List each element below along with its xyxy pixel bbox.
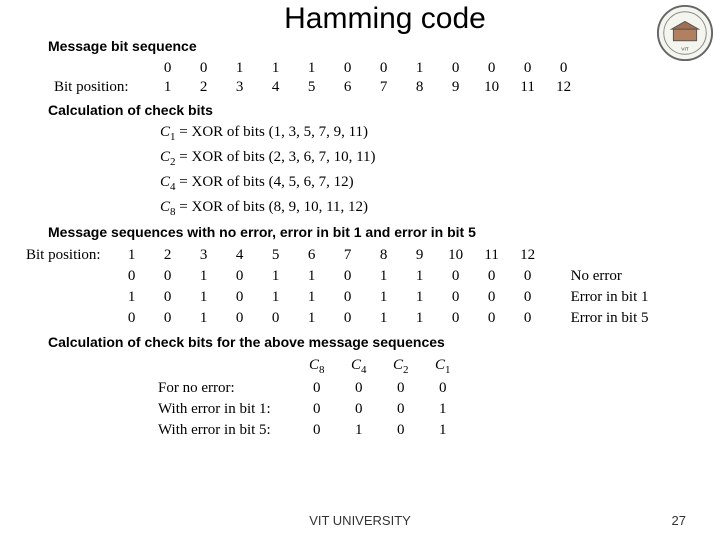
table-row: For no error: 0000 xyxy=(152,379,463,398)
label-msg-bits: Message bit sequence xyxy=(48,38,690,54)
table-row: With error in bit 1: 0001 xyxy=(152,400,463,419)
bit-position-label: Bit position: xyxy=(50,79,149,96)
bit-position-label-2: Bit position: xyxy=(22,246,113,265)
slide-title: Hamming code xyxy=(80,2,690,36)
page-number: 27 xyxy=(672,513,686,528)
university-logo: VIT xyxy=(656,4,714,62)
check-bit-formulas: C1 = XOR of bits (1, 3, 5, 7, 9, 11) C2 … xyxy=(160,124,690,218)
table-row: 001 011 011 000 No error xyxy=(22,267,653,286)
label-calc2: Calculation of check bits for the above … xyxy=(48,334,690,350)
svg-text:VIT: VIT xyxy=(681,46,689,52)
table-row: 101 011 011 000 Error in bit 1 xyxy=(22,288,653,307)
bit-sequence-table: 001 110 010 000 Bit position: 123 456 78… xyxy=(48,58,583,98)
table-row: With error in bit 5: 0101 xyxy=(152,421,463,440)
table-row: 001 001 011 000 Error in bit 5 xyxy=(22,309,653,328)
message-sequences-table: Bit position: 123 456 789 101112 001 011… xyxy=(20,244,655,330)
footer-university: VIT UNIVERSITY xyxy=(0,513,720,528)
label-sequences: Message sequences with no error, error i… xyxy=(48,224,690,240)
check-bits-result-table: C8 C4 C2 C1 For no error: 0000 With erro… xyxy=(150,354,465,442)
label-calc-check: Calculation of check bits xyxy=(48,102,690,118)
